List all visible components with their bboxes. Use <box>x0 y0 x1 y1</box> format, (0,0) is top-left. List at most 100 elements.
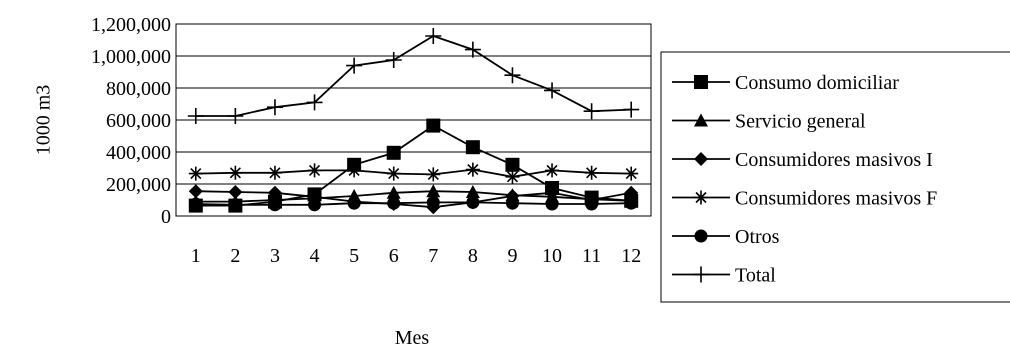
legend-item: Consumo domiciliar <box>672 72 899 94</box>
series-consumidores-masivos-f <box>188 162 639 184</box>
legend-label: Consumidores masivos F <box>735 188 937 210</box>
y-tick-label: 800,000 <box>106 78 171 100</box>
data-point-plus <box>306 94 323 111</box>
data-point-circle <box>585 197 599 211</box>
data-point-circle <box>624 196 638 210</box>
data-point-circle <box>347 196 361 210</box>
series-otros <box>189 195 638 212</box>
y-tick-label: 600,000 <box>106 110 171 132</box>
legend-label: Otros <box>735 226 780 248</box>
series-line <box>195 35 632 117</box>
data-point-asterisk <box>694 190 708 205</box>
y-axis-label: 1000 m3 <box>33 85 55 156</box>
legend-label: Total <box>735 265 776 287</box>
data-point-square <box>426 118 441 133</box>
y-tick-label: 400,000 <box>106 142 171 164</box>
x-tick-label: 11 <box>582 245 601 267</box>
data-point-asterisk <box>347 163 362 178</box>
data-point-triangle <box>386 185 401 199</box>
x-axis-label: Mes <box>395 327 430 349</box>
x-tick-label: 7 <box>428 245 438 267</box>
data-point-square <box>465 140 480 155</box>
data-point-circle <box>545 197 559 211</box>
data-point-asterisk <box>545 163 560 178</box>
data-point-plus <box>623 101 640 118</box>
series-consumidores-masivos-i <box>188 184 639 215</box>
data-point-diamond <box>624 185 639 200</box>
data-point-circle <box>387 196 401 210</box>
x-tick-label: 4 <box>310 245 320 267</box>
data-point-diamond <box>545 185 560 200</box>
data-point-circle <box>228 198 242 212</box>
data-point-asterisk <box>426 167 441 182</box>
data-point-circle <box>308 198 322 212</box>
data-point-triangle <box>694 113 708 127</box>
series-line <box>195 201 632 206</box>
data-point-plus <box>385 52 402 68</box>
legend-label: Consumidores masivos I <box>735 149 933 171</box>
x-tick-label: 6 <box>389 245 399 267</box>
data-point-plus <box>544 82 561 99</box>
data-point-asterisk <box>307 163 322 178</box>
plot-area-frame <box>175 23 652 217</box>
legend: Consumo domiciliar Servicio general Consum… <box>660 51 1010 303</box>
legend-frame <box>660 51 1010 303</box>
data-point-circle <box>268 198 282 212</box>
gridlines <box>176 55 651 185</box>
x-tick-label: 1 <box>191 245 201 267</box>
data-point-plus <box>693 266 709 283</box>
legend-label: Servicio general <box>735 111 866 133</box>
data-point-plus <box>187 108 204 124</box>
x-tick-label: 3 <box>270 245 280 267</box>
series-total <box>187 28 640 124</box>
y-axis: 0 200,000 400,000 600,000 800,000 1,000,000 1,… <box>91 14 171 228</box>
x-tick-label: 8 <box>468 245 478 267</box>
legend-item: Total <box>672 265 776 287</box>
series-line <box>195 124 632 207</box>
data-point-circle <box>694 229 708 243</box>
y-tick-label: 200,000 <box>106 174 171 196</box>
x-tick-label: 9 <box>507 245 517 267</box>
x-tick-label: 10 <box>542 245 562 267</box>
x-axis: 1 2 3 4 5 6 7 8 9 10 11 12 <box>191 245 641 267</box>
data-point-plus <box>227 108 244 124</box>
y-tick-label: 1,200,000 <box>91 14 171 36</box>
data-point-diamond <box>267 185 282 200</box>
data-point-asterisk <box>228 165 243 180</box>
legend-item: Otros <box>672 226 780 248</box>
data-point-plus <box>346 57 363 74</box>
data-point-square <box>505 157 520 172</box>
data-point-diamond <box>188 184 203 199</box>
legend-item: Consumidores masivos F <box>672 188 937 210</box>
data-point-plus <box>464 41 481 58</box>
y-tick-label: 1,000,000 <box>91 46 171 68</box>
data-point-asterisk <box>386 166 401 181</box>
data-point-square <box>386 145 401 160</box>
data-point-plus <box>266 99 283 116</box>
data-point-plus <box>583 103 600 120</box>
data-point-diamond <box>228 185 243 199</box>
data-point-asterisk <box>624 166 639 181</box>
series-lines <box>187 28 640 215</box>
legend-item: Consumidores masivos I <box>672 149 933 171</box>
legend-item: Servicio general <box>672 111 866 133</box>
x-tick-label: 12 <box>621 245 641 267</box>
data-point-diamond <box>694 152 708 166</box>
data-point-asterisk <box>505 169 520 184</box>
data-point-asterisk <box>584 165 599 180</box>
data-point-triangle <box>426 184 441 198</box>
legend-label: Consumo domiciliar <box>735 72 899 94</box>
y-tick-label: 0 <box>161 206 171 228</box>
data-point-asterisk <box>267 165 282 180</box>
data-point-circle <box>505 196 519 210</box>
data-point-triangle <box>465 185 480 198</box>
x-tick-label: 5 <box>349 245 359 267</box>
data-point-asterisk <box>188 166 203 181</box>
series-line <box>195 168 632 178</box>
data-point-circle <box>426 195 440 209</box>
data-point-circle <box>466 195 480 209</box>
data-point-plus <box>504 67 521 84</box>
data-point-circle <box>189 197 203 211</box>
data-point-asterisk <box>465 162 480 177</box>
